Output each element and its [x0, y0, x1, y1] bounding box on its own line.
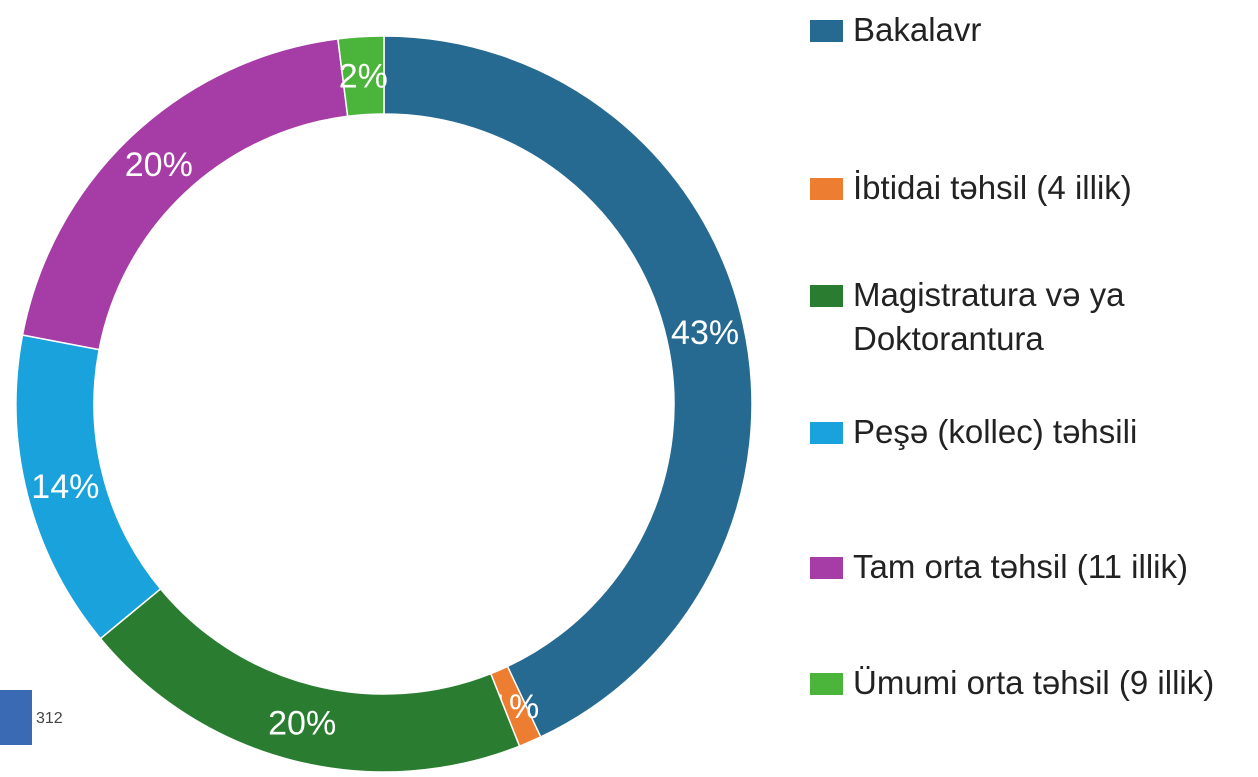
legend-swatch: [810, 20, 843, 42]
donut-slice: [21, 38, 349, 351]
legend-swatch: [810, 178, 843, 200]
data-label: 43%: [671, 314, 739, 352]
legend-item: Magistratura və ya Doktorantura: [810, 273, 1255, 361]
legend-label: İbtidai təhsil (4 illik): [853, 169, 1132, 206]
donut-slice: [383, 35, 753, 738]
legend-item: Tam orta təhsil (11 illik): [810, 545, 1255, 589]
legend-label: Magistratura və ya Doktorantura: [853, 276, 1125, 357]
legend-label: Tam orta təhsil (11 illik): [853, 548, 1188, 585]
logo-mark: [0, 690, 32, 745]
chart: 43%1%20%14%20%2%: [15, 35, 753, 773]
legend-item: Peşə (kollec) təhsili: [810, 410, 1255, 454]
legend-swatch: [810, 557, 843, 579]
data-label: 2%: [339, 58, 388, 96]
data-label: 14%: [31, 468, 99, 506]
legend-item: Ümumi orta təhsil (9 illik): [810, 661, 1255, 705]
data-label: 20%: [268, 705, 336, 743]
legend-label: Ümumi orta təhsil (9 illik): [853, 664, 1215, 701]
donut-slice: [99, 587, 521, 773]
legend-item: İbtidai təhsil (4 illik): [810, 166, 1255, 210]
legend-swatch: [810, 285, 843, 307]
legend-swatch: [810, 422, 843, 444]
donut-slice: [337, 35, 385, 118]
legend-label: Bakalavr: [853, 11, 982, 48]
legend-label: Peşə (kollec) təhsili: [853, 413, 1138, 450]
legend-item: Bakalavr: [810, 8, 1255, 52]
legend-swatch: [810, 673, 843, 695]
data-label: 20%: [125, 146, 193, 184]
logo-text: 312: [36, 710, 63, 727]
